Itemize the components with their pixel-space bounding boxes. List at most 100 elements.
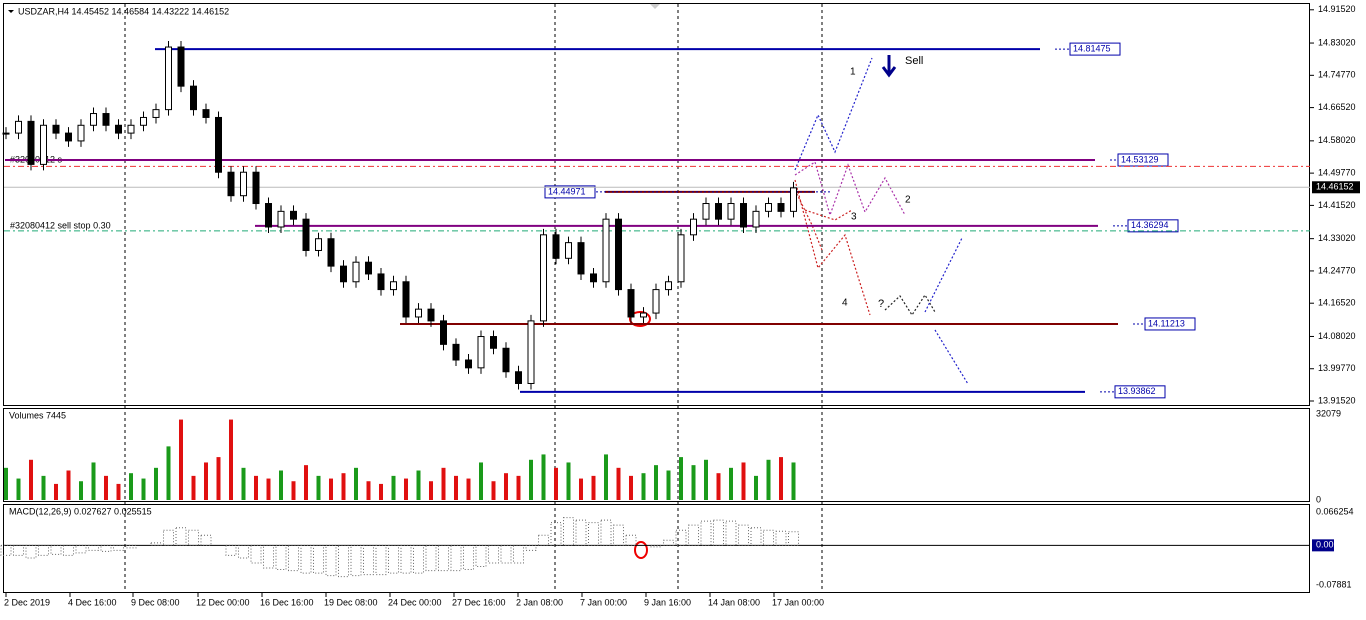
volume-bar <box>654 465 658 500</box>
volume-bar <box>529 459 533 500</box>
volume-bar <box>379 483 383 500</box>
volume-bar <box>729 467 733 500</box>
candle <box>777 203 785 212</box>
macd-bar <box>475 544 487 568</box>
candle <box>565 242 572 259</box>
candle <box>340 265 347 283</box>
volume-bar <box>404 478 408 500</box>
level-label-box <box>1144 317 1196 331</box>
macd-bar <box>25 544 37 559</box>
candle <box>665 281 672 291</box>
y-tick-label: 14.16520 <box>1318 298 1356 308</box>
macd-bar <box>113 544 124 551</box>
volume-bar <box>579 478 583 500</box>
highlight-circle <box>629 311 651 327</box>
macd-bar <box>238 544 249 559</box>
macd-bar <box>263 544 274 569</box>
volume-bar <box>791 462 796 500</box>
candle <box>652 289 660 314</box>
x-tick-label: 24 Dec 00:00 <box>388 597 442 607</box>
macd-bar <box>163 529 174 546</box>
x-tick-label: 16 Dec 16:00 <box>260 597 314 607</box>
candle <box>727 203 735 220</box>
candle <box>2 132 10 135</box>
order-label: #32080412 sell stop 0.30 <box>10 220 111 230</box>
volume-title: Volumes 7445 <box>9 410 66 420</box>
macd-bar <box>375 544 387 576</box>
volume-bar <box>266 478 271 500</box>
macd-bar <box>550 522 562 546</box>
volume-bar <box>304 465 308 500</box>
x-tick-label: 17 Jan 00:00 <box>772 597 824 607</box>
candle <box>440 320 447 345</box>
candle <box>452 343 460 361</box>
volume-bar <box>466 478 471 500</box>
macd-bar <box>413 544 424 574</box>
symbol-header: USDZAR,H4 14.45452 14.46584 14.43222 14.… <box>18 6 229 16</box>
volume-bar <box>391 475 396 500</box>
candle <box>102 113 110 126</box>
annotation: 3 <box>851 212 857 223</box>
macd-bar <box>13 544 24 556</box>
volume-bar <box>416 470 421 500</box>
candle <box>702 203 710 220</box>
macd-bar <box>438 544 449 572</box>
macd-bar <box>250 544 262 564</box>
macd-bar <box>275 544 287 571</box>
macd-bar <box>300 544 312 574</box>
x-tick-label: 2 Jan 08:00 <box>516 597 563 607</box>
candle <box>190 85 197 111</box>
macd-bar <box>200 534 212 546</box>
candle <box>402 281 410 318</box>
volume-bar <box>179 419 183 500</box>
macd-bar <box>663 539 674 546</box>
x-tick-label: 7 Jan 00:00 <box>580 597 627 607</box>
volume-bar <box>79 481 83 500</box>
candle <box>277 210 285 228</box>
candle <box>90 113 97 126</box>
macd-bar <box>188 529 199 546</box>
macd-title: MACD(12,26,9) 0.027627 0.025515 <box>9 506 152 516</box>
volume-bar <box>366 481 371 500</box>
volume-bar <box>691 465 696 500</box>
volume-bar <box>516 475 521 500</box>
volume-bar <box>41 475 46 500</box>
candle <box>52 124 60 134</box>
x-tick-label: 9 Jan 16:00 <box>644 597 691 607</box>
y-tick-label: 13.99770 <box>1318 363 1356 373</box>
candle <box>302 218 310 251</box>
candle <box>790 187 797 212</box>
candle <box>690 218 697 236</box>
volume-tick-label: 32079 <box>1316 408 1341 418</box>
y-tick-label: 14.91520 <box>1318 4 1356 14</box>
candle <box>740 203 747 228</box>
candle <box>477 336 485 369</box>
macd-bar <box>538 534 549 546</box>
highlight-circle <box>634 541 648 559</box>
level-label-box <box>1069 42 1121 56</box>
candle <box>265 203 272 228</box>
level-label-box <box>1114 385 1166 399</box>
candle <box>377 273 385 291</box>
candle <box>315 238 322 251</box>
volume-bar <box>441 467 446 500</box>
candle <box>352 261 360 283</box>
volume-bar <box>666 470 671 500</box>
macd-bar <box>88 544 99 551</box>
candle <box>577 242 585 275</box>
volume-bar <box>779 457 783 500</box>
macd-bar <box>563 517 574 546</box>
candle <box>415 308 422 318</box>
candle <box>390 281 397 291</box>
macd-bar <box>675 529 687 546</box>
candle <box>140 116 147 126</box>
volume-bar <box>541 454 546 500</box>
candle <box>240 171 247 197</box>
macd-bar <box>500 544 512 564</box>
candle <box>490 336 497 349</box>
annotation: 1 <box>850 67 856 78</box>
volume-bar <box>241 467 246 500</box>
current-price-label: 14.46152 <box>1316 182 1354 192</box>
